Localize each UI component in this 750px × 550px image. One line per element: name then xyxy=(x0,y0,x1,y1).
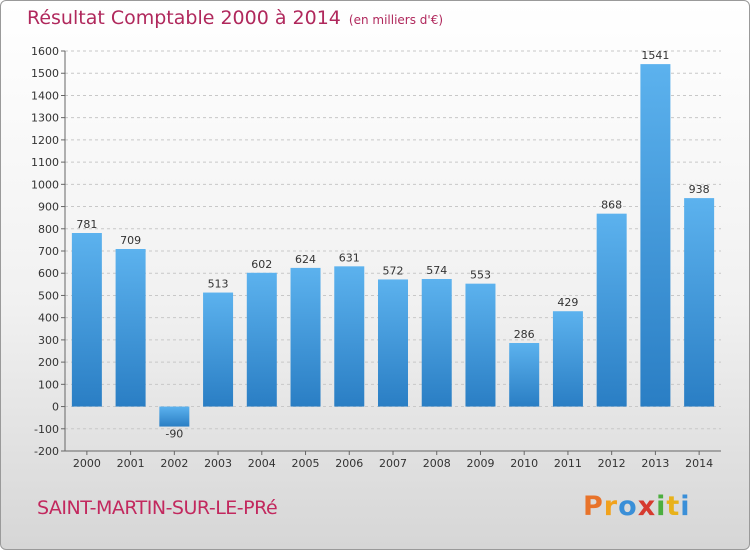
data-label: 429 xyxy=(557,296,578,309)
x-tick-label: 2008 xyxy=(423,457,451,470)
proxiti-logo[interactable]: Proxiti xyxy=(583,491,691,522)
logo-letter: r xyxy=(603,491,619,522)
data-label: 572 xyxy=(383,264,404,277)
data-label: 513 xyxy=(208,278,229,291)
data-label: 868 xyxy=(601,199,622,212)
bar-2002 xyxy=(159,406,190,427)
data-label: 781 xyxy=(76,218,97,231)
y-tick-label: 900 xyxy=(38,201,59,214)
x-tick-labels: 2000 2001 2002 2003 2004 2005 2006 2007 2008 2009… xyxy=(73,451,713,470)
y-tick-label: 200 xyxy=(38,356,59,369)
bar-2000 xyxy=(71,233,102,407)
x-tick-label: 2014 xyxy=(685,457,713,470)
logo-letter: i xyxy=(656,491,667,522)
y-tick-label: 600 xyxy=(38,267,59,280)
data-label: 574 xyxy=(426,264,447,277)
y-tick-label: 1200 xyxy=(31,134,59,147)
data-label: 709 xyxy=(120,234,141,247)
y-tick-label: 1100 xyxy=(31,156,59,169)
y-tick-label: 500 xyxy=(38,289,59,302)
y-tick-label: 300 xyxy=(38,334,59,347)
chart-title: Résultat Comptable 2000 à 2014 (en millie… xyxy=(27,7,443,29)
y-tick-label: 800 xyxy=(38,223,59,236)
y-tick-label: 1300 xyxy=(31,112,59,125)
x-tick-label: 2009 xyxy=(466,457,494,470)
data-label: 602 xyxy=(251,258,272,271)
data-label: 631 xyxy=(339,251,360,264)
x-tick-label: 2001 xyxy=(117,457,145,470)
logo-letter: P xyxy=(583,491,604,522)
bar-2011 xyxy=(552,311,583,407)
y-tick-label: 1500 xyxy=(31,67,59,80)
bar-2012 xyxy=(596,213,627,407)
bar-2010 xyxy=(509,343,540,407)
data-label: 553 xyxy=(470,269,491,282)
bar-2001 xyxy=(115,249,146,407)
bar-2014 xyxy=(684,198,715,407)
x-tick-label: 2013 xyxy=(641,457,669,470)
data-labels: 781 709 -90 513 602 624 631 572 574 553 286 429 868 1… xyxy=(76,49,709,440)
bar-2007 xyxy=(378,279,408,407)
x-tick-label: 2002 xyxy=(160,457,188,470)
data-label: 938 xyxy=(689,183,710,196)
y-tick-label: 100 xyxy=(38,378,59,391)
y-tick-label: -200 xyxy=(34,445,59,458)
x-tick-label: 2012 xyxy=(598,457,626,470)
x-tick-label: 2010 xyxy=(510,457,538,470)
x-tick-label: 2003 xyxy=(204,457,232,470)
bar-2003 xyxy=(203,292,234,407)
logo-letter: i xyxy=(680,491,691,522)
bar-2008 xyxy=(421,279,452,407)
bar-2005 xyxy=(290,267,321,407)
bar-2013 xyxy=(640,64,671,407)
bars xyxy=(71,64,715,427)
x-tick-label: 2005 xyxy=(292,457,320,470)
logo-letter: x xyxy=(637,491,657,522)
y-tick-label: 1000 xyxy=(31,178,59,191)
y-tick-label: 0 xyxy=(52,401,59,414)
x-tick-label: 2000 xyxy=(73,457,101,470)
data-label: 624 xyxy=(295,253,316,266)
x-tick-label: 2007 xyxy=(379,457,407,470)
logo-letter: t xyxy=(666,491,681,522)
y-tick-labels: -200 -100 0 100 200 300 400 500 600 700 800 900 1000… xyxy=(31,45,59,458)
x-tick-label: 2011 xyxy=(554,457,582,470)
y-tick-label: 1400 xyxy=(31,89,59,102)
title-text: Résultat Comptable 2000 à 2014 xyxy=(27,7,341,29)
data-label: 1541 xyxy=(641,49,669,62)
y-tick-label: 700 xyxy=(38,245,59,258)
logo-letter: o xyxy=(618,491,638,522)
bar-2004 xyxy=(246,272,277,407)
bar-2009 xyxy=(465,283,496,407)
y-tick-label: 400 xyxy=(38,312,59,325)
y-tick-label: 1600 xyxy=(31,45,59,58)
commune-name: SAINT-MARTIN-SUR-LE-PRé xyxy=(37,497,278,519)
y-tick-label: -100 xyxy=(34,423,59,436)
data-label: 286 xyxy=(514,328,535,341)
data-label: -90 xyxy=(165,428,183,441)
x-tick-label: 2006 xyxy=(335,457,363,470)
x-tick-label: 2004 xyxy=(248,457,276,470)
chart-subtitle: (en milliers d'€) xyxy=(348,13,444,27)
bar-2006 xyxy=(334,266,365,407)
